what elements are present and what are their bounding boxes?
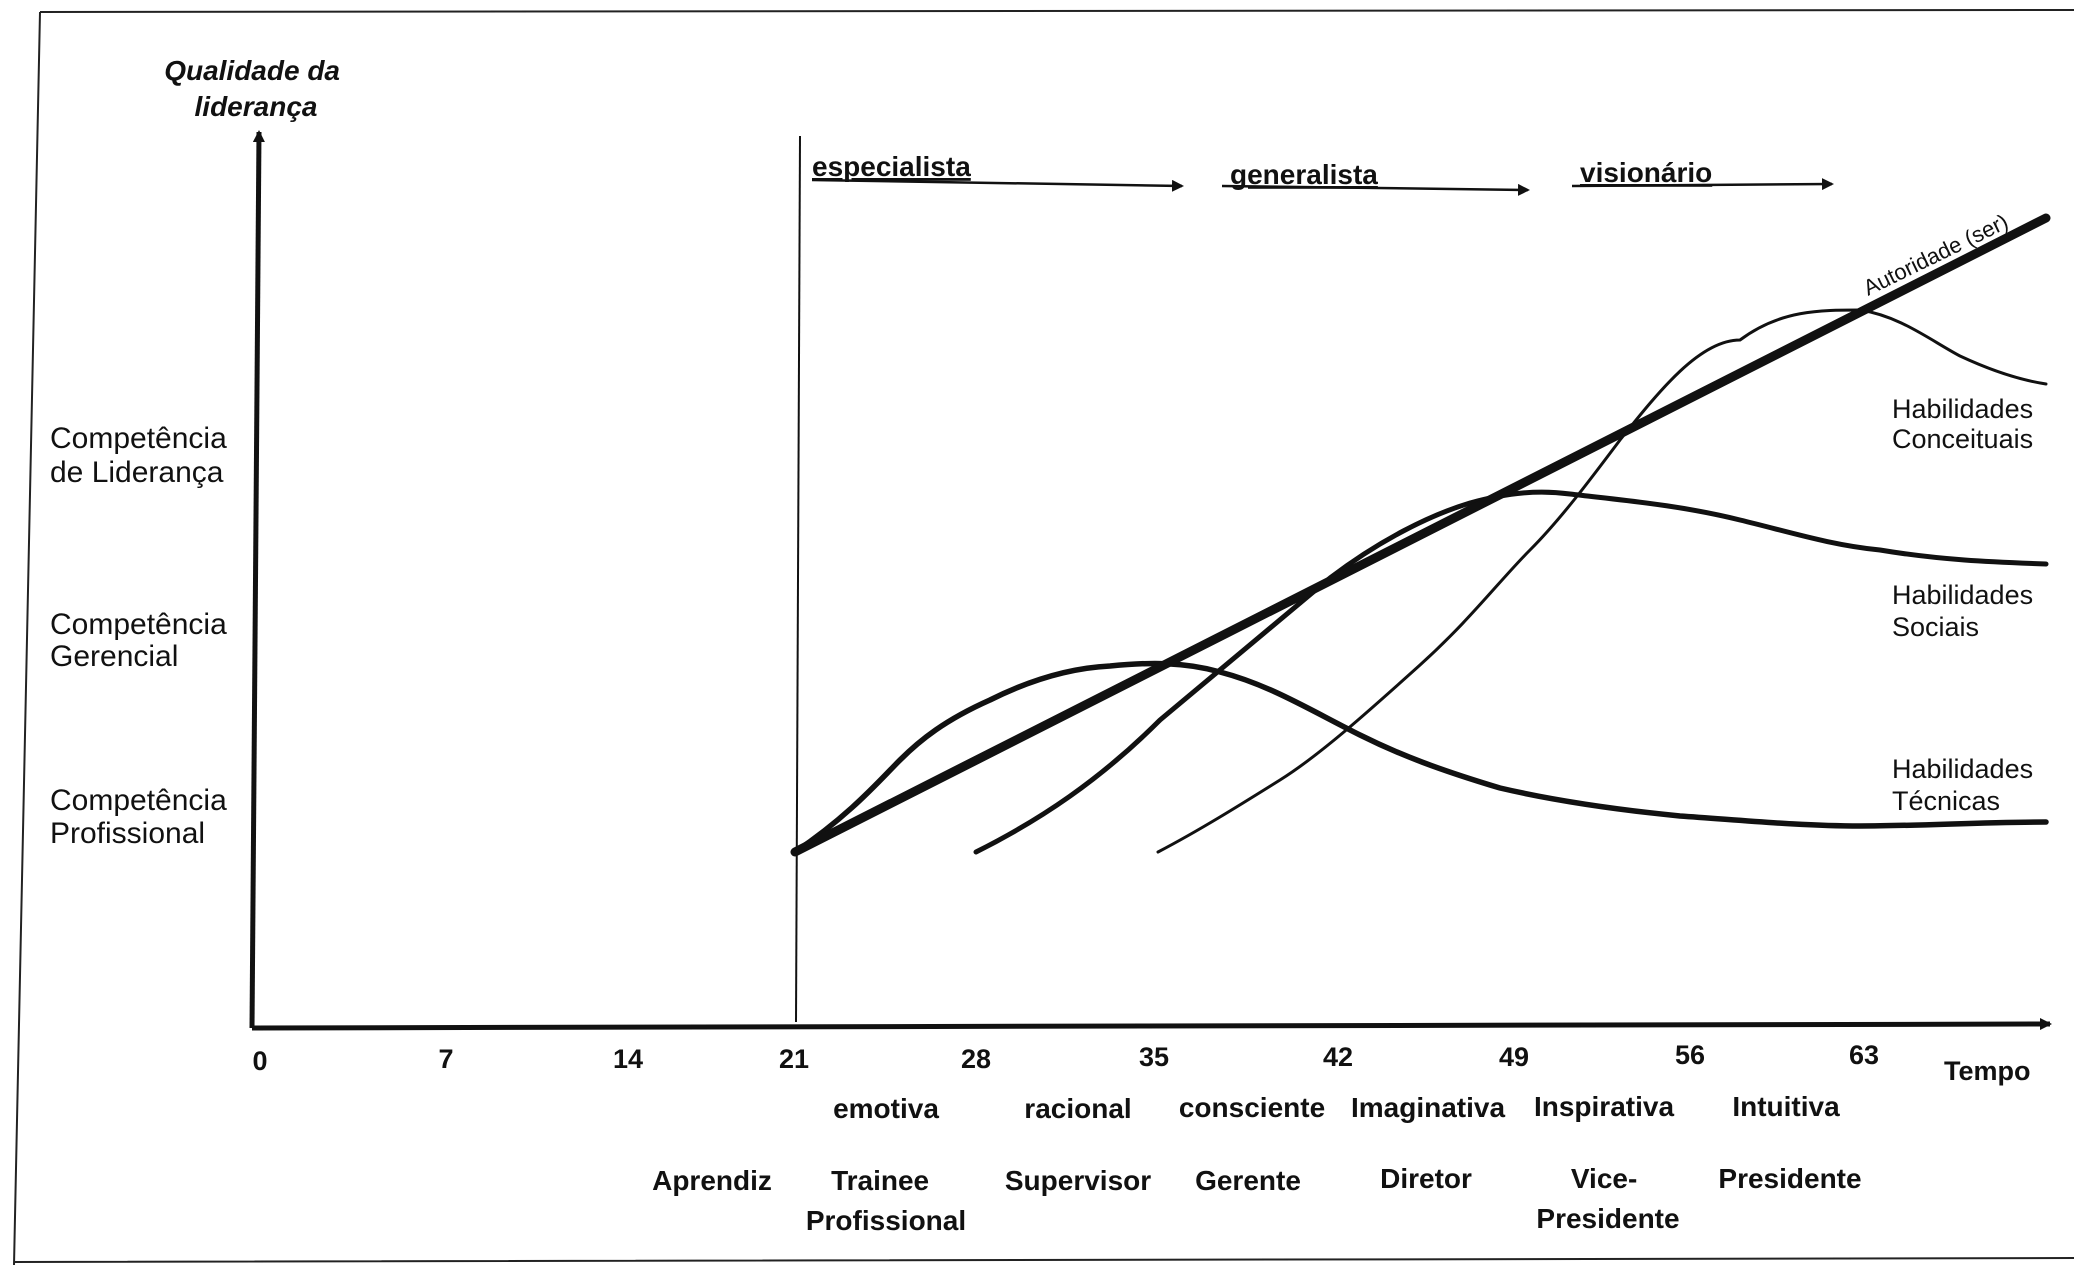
x-tick-labels: 0 7 14 21 28 35 42 49 56 63 bbox=[252, 1040, 1879, 1076]
thinking-mode-label: consciente bbox=[1179, 1092, 1325, 1123]
role-label: Vice- Presidente bbox=[1536, 1163, 1679, 1234]
thinking-modes: emotiva racional consciente Imaginativa … bbox=[833, 1091, 1840, 1124]
age-21-divider bbox=[795, 135, 801, 1023]
phase-arrow bbox=[1571, 178, 1834, 191]
phase-arrows: especialista generalista visionário bbox=[811, 151, 1834, 196]
role-label: Trainee Profissional bbox=[806, 1165, 966, 1236]
x-tick-label: 28 bbox=[961, 1044, 991, 1074]
phase-label-specialist: especialista bbox=[812, 151, 971, 182]
phase-label-generalist: generalista bbox=[1230, 159, 1378, 190]
x-tick-label: 14 bbox=[613, 1044, 643, 1074]
y-axis bbox=[249, 130, 265, 1029]
competence-managerial-label: Competência Gerencial bbox=[50, 608, 235, 673]
x-tick-label: 21 bbox=[779, 1044, 809, 1074]
role-label: Diretor bbox=[1380, 1163, 1472, 1194]
technical-skills-curve bbox=[792, 660, 2049, 855]
conceptual-skills-label: Habilidades Conceituais bbox=[1892, 394, 2041, 454]
competence-leadership-label: Competência de Liderança bbox=[50, 422, 235, 489]
x-tick-label: 56 bbox=[1675, 1040, 1705, 1070]
technical-skills-label: Habilidades Técnicas bbox=[1892, 754, 2041, 816]
x-tick-label: 63 bbox=[1849, 1040, 1879, 1070]
role-label: Supervisor bbox=[1005, 1165, 1151, 1196]
thinking-mode-label: racional bbox=[1024, 1093, 1131, 1124]
thinking-mode-label: Inspirativa bbox=[1534, 1091, 1674, 1122]
x-axis-title: Tempo bbox=[1944, 1056, 2031, 1086]
role-label: Presidente bbox=[1718, 1163, 1861, 1194]
phase-label-visionary: visionário bbox=[1580, 157, 1712, 188]
thinking-mode-label: emotiva bbox=[833, 1093, 939, 1124]
x-tick-label: 0 bbox=[252, 1046, 267, 1076]
x-axis bbox=[251, 1018, 2052, 1031]
role-label: Aprendiz bbox=[652, 1165, 772, 1196]
authority-line bbox=[790, 213, 2051, 857]
career-roles: Aprendiz Trainee Profissional Supervisor… bbox=[652, 1163, 1861, 1236]
thinking-mode-label: Imaginativa bbox=[1351, 1092, 1505, 1123]
x-tick-label: 7 bbox=[438, 1044, 453, 1074]
x-tick-label: 49 bbox=[1499, 1042, 1529, 1072]
x-tick-label: 42 bbox=[1323, 1042, 1353, 1072]
social-skills-label: Habilidades Sociais bbox=[1892, 580, 2041, 642]
competence-professional-label: Competência Profissional bbox=[50, 784, 235, 850]
thinking-mode-label: Intuitiva bbox=[1732, 1091, 1840, 1122]
social-skills-curve bbox=[973, 489, 2049, 855]
page-frame bbox=[13, 9, 2074, 1265]
conceptual-skills-curve bbox=[1156, 308, 2048, 854]
phase-arrow bbox=[811, 178, 1184, 192]
role-label: Gerente bbox=[1195, 1165, 1301, 1196]
x-tick-label: 35 bbox=[1139, 1042, 1169, 1072]
phase-arrow bbox=[1221, 183, 1530, 196]
y-axis-title: Qualidade da liderança bbox=[164, 55, 348, 122]
authority-label: Autoridade (ser) bbox=[1859, 209, 2012, 301]
